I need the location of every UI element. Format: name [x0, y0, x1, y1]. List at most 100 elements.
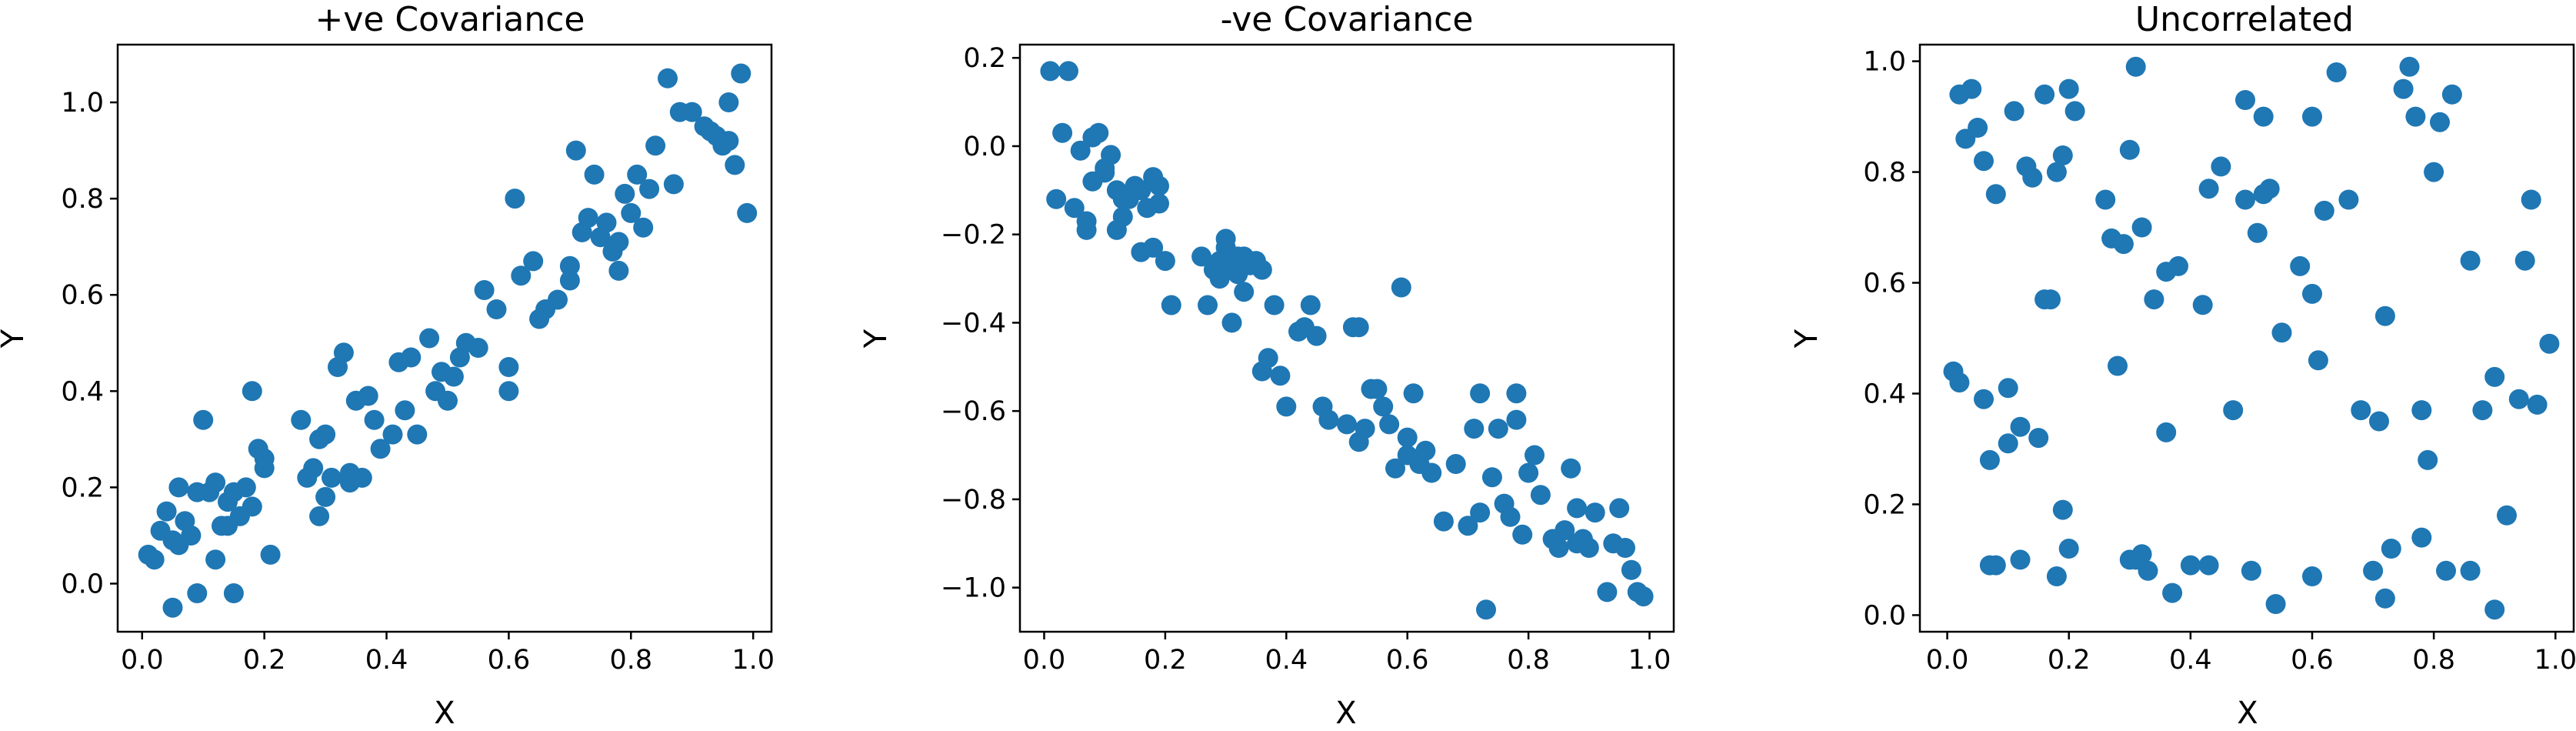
data-point [205, 472, 226, 493]
data-point [2016, 156, 2037, 177]
data-point [725, 155, 745, 175]
data-point [187, 583, 208, 603]
scatter-chart-uncorrelated: Uncorrelated X Y 0.0 0.2 0.4 0.6 0.8 1.00.00.… [1789, 0, 2576, 731]
data-point [144, 549, 165, 570]
point-group [1040, 61, 1654, 620]
scatter-chart-positive-covariance: +ve Covariance X Y 0.00.20.40.60.81.00.0… [0, 0, 775, 731]
data-point [443, 366, 464, 387]
point-group [138, 63, 758, 618]
data-point [395, 400, 415, 421]
data-point [1567, 533, 1588, 554]
data-point [498, 357, 519, 377]
y-tick-label: 0.8 [61, 184, 104, 215]
data-point [1385, 458, 1405, 479]
data-point [364, 409, 385, 430]
data-point [2508, 389, 2529, 409]
x-tick-label: 0.0 [1926, 645, 1969, 676]
data-point [1076, 211, 1097, 232]
data-point [2484, 599, 2505, 620]
x-tick-label: 0.8 [1507, 645, 1550, 676]
data-point [1318, 409, 1339, 430]
data-point [339, 462, 360, 483]
y-tick-label: −0.4 [941, 308, 1006, 339]
scatter-chart-negative-covariance: -ve Covariance X Y 0.0 0.2 0.4 0.6 0.8 1.0 −1.… [858, 0, 1675, 731]
data-point [1998, 378, 2018, 399]
data-point [1348, 317, 1369, 338]
data-point [1470, 502, 1491, 523]
data-point [1161, 295, 1181, 315]
data-point [1046, 189, 1067, 209]
data-point [2010, 416, 2031, 437]
data-point [2034, 289, 2055, 310]
data-point [2180, 555, 2201, 576]
data-point [1464, 419, 1485, 439]
data-point [608, 260, 629, 281]
data-point [1106, 219, 1127, 240]
data-point [658, 68, 678, 88]
data-point [559, 255, 580, 276]
data-point [2369, 411, 2389, 432]
data-point [2235, 90, 2255, 110]
data-point [218, 516, 238, 536]
data-point [1403, 383, 1424, 404]
data-point [2235, 189, 2255, 210]
data-point [1058, 61, 1078, 82]
data-point [2338, 189, 2359, 210]
y-tick-label: −0.6 [941, 396, 1006, 427]
data-point [1621, 559, 1641, 580]
x-tick-label: 0.0 [121, 645, 164, 676]
data-point [1985, 184, 2006, 205]
data-point [2192, 295, 2213, 315]
data-point [523, 251, 544, 272]
data-point [1597, 582, 1618, 602]
data-point [407, 424, 428, 445]
data-point [498, 381, 519, 402]
data-point [621, 202, 642, 223]
x-tick-label: 0.4 [1265, 645, 1308, 676]
data-point [1998, 433, 2018, 454]
y-tick-label: 0.0 [963, 132, 1006, 162]
data-point [2144, 289, 2164, 310]
data-point [1949, 372, 1970, 393]
data-point [2108, 355, 2128, 376]
data-point [1585, 502, 1605, 523]
data-point [315, 486, 336, 507]
plot-frame [116, 43, 773, 633]
x-tick-label: 0.4 [2169, 645, 2212, 676]
data-point [2497, 505, 2517, 526]
data-point [1228, 264, 1248, 285]
data-point [1373, 396, 1394, 417]
data-point [1421, 462, 1442, 483]
data-point [559, 270, 580, 291]
data-point [2393, 78, 2414, 99]
data-point [2028, 428, 2049, 449]
y-tick-label: −0.2 [941, 220, 1006, 251]
data-point [2052, 499, 2073, 520]
data-point [1379, 414, 1400, 435]
data-point [1561, 458, 1581, 479]
data-point [2119, 139, 2140, 160]
data-point [419, 328, 440, 349]
data-point [2290, 255, 2311, 276]
data-point [235, 477, 256, 498]
data-point [663, 174, 684, 195]
data-point [1397, 427, 1418, 448]
data-point [2198, 179, 2219, 199]
data-point [1415, 440, 1436, 461]
data-point [681, 102, 702, 122]
data-point [1548, 538, 1569, 558]
data-point [2131, 217, 2152, 238]
data-point [1433, 511, 1454, 532]
data-point [2138, 560, 2158, 581]
point-group [1943, 56, 2560, 620]
data-point [2441, 84, 2462, 105]
chart-title: Uncorrelated [2135, 0, 2354, 39]
tick-group: 0.0 0.2 0.4 0.6 0.8 1.0 0.0 0.2 0.4 0.6 0.8 1.0 [61, 88, 775, 676]
data-point [242, 496, 262, 517]
data-point [1397, 445, 1418, 466]
data-point [2271, 322, 2292, 343]
x-tick-label: 1.0 [731, 645, 775, 676]
y-tick-label: 0.6 [1863, 269, 1906, 299]
data-point [1968, 118, 1988, 138]
